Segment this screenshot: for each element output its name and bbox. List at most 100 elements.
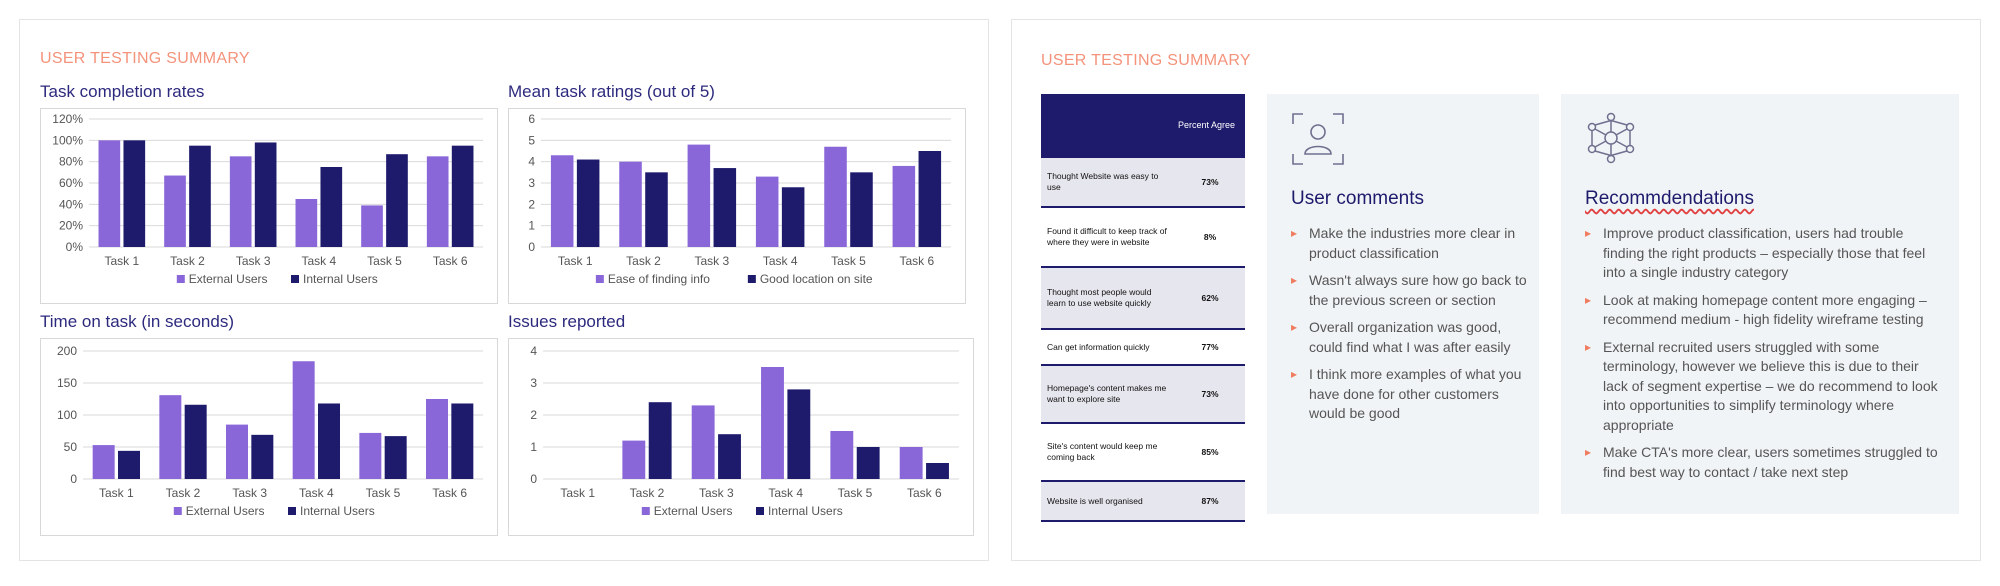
issues-chart-title: Issues reported [508, 312, 626, 331]
legend-swatch [288, 507, 296, 515]
bar-ease-of-finding-info-1 [550, 155, 574, 247]
legend-label: Internal Users [303, 272, 378, 286]
x-tick-label: Task 6 [433, 254, 468, 268]
bar-external-users-5 [359, 432, 382, 479]
list-item: Wasn't always sure how go back to the pr… [1291, 271, 1527, 310]
legend-swatch [747, 275, 756, 283]
bar-internal-users-4 [787, 389, 811, 479]
survey-question: Can get information quickly [1047, 341, 1150, 352]
user-comments-card: User comments Make the industries more c… [1267, 94, 1539, 514]
bar-internal-users-1 [123, 140, 146, 247]
bar-internal-users-5 [386, 154, 408, 247]
bar-external-users-3 [691, 405, 715, 479]
survey-question: Thought Website was easy to use [1047, 171, 1159, 192]
bar-internal-users-5 [856, 447, 880, 479]
x-tick-label: Task 4 [299, 486, 334, 500]
bar-internal-users-2 [648, 402, 672, 479]
y-tick-label: 0% [66, 240, 84, 254]
bar-good-location-on-site-1 [576, 159, 600, 247]
time-chart-title: Time on task (in seconds) [40, 312, 234, 331]
bar-external-users-1 [92, 445, 115, 479]
legend-label: External Users [186, 504, 265, 518]
completion-chart-svg: 0% 20% 40% 60% 80% 100% 120% Task 1 Task 2 Task 3… [52, 112, 483, 286]
legend-label: Internal Users [300, 504, 375, 518]
y-tick-label: 80% [59, 155, 83, 169]
legend-label: Ease of finding info [608, 272, 710, 286]
recommendations-list: Improve product classification, users ha… [1585, 224, 1941, 490]
survey-value: 73% [1201, 177, 1219, 187]
bar-internal-users-6 [451, 403, 474, 479]
survey-question: Website is well organised [1047, 495, 1143, 506]
table-row: Found it difficult to keep track of wher… [1041, 208, 1245, 268]
bar-external-users-2 [622, 440, 646, 479]
ratings-chart: 0 1 2 3 4 5 6 Task 1 Task 2 Task 3 Task 4 Task 5 Tas… [508, 108, 966, 304]
bar-internal-users-2 [184, 404, 207, 479]
y-tick-label: 4 [528, 155, 535, 169]
bar-good-location-on-site-6 [918, 151, 942, 247]
x-tick-label: Task 2 [166, 486, 201, 500]
y-tick-label: 1 [528, 219, 535, 233]
legend-label: External Users [654, 504, 733, 518]
legend-swatch [641, 507, 650, 515]
y-tick-label: 0 [530, 472, 537, 486]
legend-swatch [595, 275, 604, 283]
bar-ease-of-finding-info-4 [755, 176, 779, 247]
list-item: Make the industries more clear in produc… [1291, 224, 1527, 263]
user-comments-list: Make the industries more clear in produc… [1291, 224, 1527, 432]
bar-internal-users-5 [384, 436, 407, 479]
list-item: Make CTA's more clear, users sometimes s… [1585, 443, 1941, 482]
issues-chart-svg: 0 1 2 3 4 Task 1 Task 2 Task 3 Task 4 Task 5 Task … [530, 344, 959, 518]
y-tick-label: 5 [528, 133, 535, 147]
slide-title: USER TESTING SUMMARY [1041, 52, 1251, 69]
y-tick-label: 4 [530, 344, 537, 358]
legend-label: Good location on site [760, 272, 873, 286]
table-row: Homepage's content makes me want to expl… [1041, 366, 1245, 424]
bar-good-location-on-site-5 [850, 172, 873, 247]
y-tick-label: 120% [52, 112, 83, 126]
x-tick-label: Task 5 [366, 486, 401, 500]
legend-swatch [756, 507, 764, 515]
survey-question: Found it difficult to keep track of wher… [1047, 226, 1167, 247]
bar-ease-of-finding-info-6 [892, 165, 916, 247]
bar-ease-of-finding-info-5 [824, 146, 847, 247]
x-tick-label: Task 5 [838, 486, 873, 500]
survey-value: 85% [1201, 447, 1219, 457]
time-chart-svg: 0 50 100 150 200 Task 1 Task 2 Task 3 Task 4 Task… [57, 344, 483, 518]
bar-external-users-2 [159, 395, 182, 479]
bar-internal-users-6 [451, 145, 474, 247]
survey-question: Thought most people would learn to use w… [1047, 287, 1152, 308]
legend-label: Internal Users [768, 504, 843, 518]
y-tick-label: 2 [530, 408, 537, 422]
x-tick-label: Task 3 [232, 486, 267, 500]
x-tick-label: Task 4 [768, 486, 803, 500]
legend-swatch [173, 507, 182, 515]
y-tick-label: 1 [530, 440, 537, 454]
bar-ease-of-finding-info-3 [687, 144, 711, 247]
x-tick-label: Task 3 [236, 254, 271, 268]
table-row: Thought most people would learn to use w… [1041, 268, 1245, 330]
bar-internal-users-1 [118, 450, 140, 479]
bar-ease-of-finding-info-2 [619, 161, 642, 247]
list-item: Improve product classification, users ha… [1585, 224, 1941, 283]
bar-external-users-6 [899, 447, 923, 479]
x-tick-label: Task 2 [626, 254, 661, 268]
x-tick-label: Task 4 [763, 254, 798, 268]
bar-external-users-5 [361, 205, 383, 247]
legend-label: External Users [189, 272, 268, 286]
bar-internal-users-3 [251, 434, 274, 479]
y-tick-label: 60% [59, 176, 83, 190]
x-tick-label: Task 5 [367, 254, 402, 268]
bar-good-location-on-site-4 [781, 187, 805, 247]
y-tick-label: 50 [64, 440, 78, 454]
y-tick-label: 100 [57, 408, 77, 422]
legend-swatch [291, 275, 299, 283]
bar-external-users-2 [164, 175, 186, 247]
survey-value: 8% [1203, 232, 1217, 242]
y-tick-label: 100% [52, 133, 83, 147]
y-tick-label: 0 [70, 472, 77, 486]
bar-external-users-6 [426, 156, 449, 247]
ratings-chart-title: Mean task ratings (out of 5) [508, 82, 715, 101]
table-row: Site's content would keep me coming back… [1041, 424, 1245, 482]
survey-question: Site's content would keep me coming back [1047, 441, 1158, 462]
slide-title: USER TESTING SUMMARY [40, 50, 250, 67]
